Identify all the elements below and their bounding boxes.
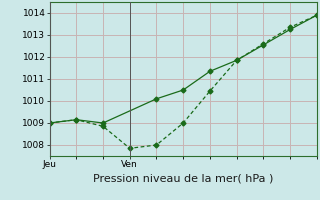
X-axis label: Pression niveau de la mer( hPa ): Pression niveau de la mer( hPa ): [93, 173, 273, 183]
